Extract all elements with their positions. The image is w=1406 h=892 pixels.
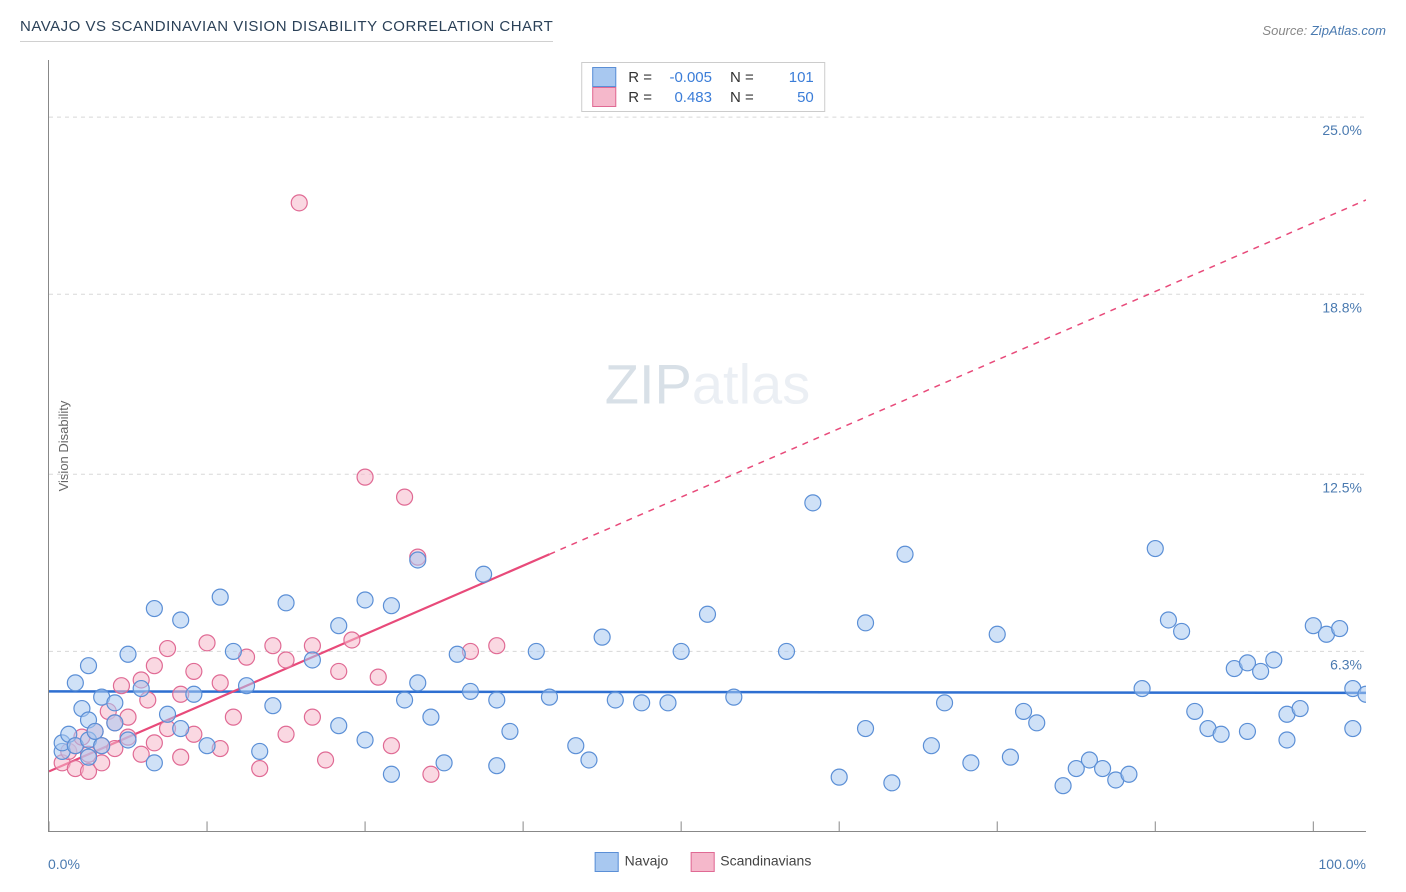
scatter-svg: 6.3% 12.5% 18.8% 25.0%	[49, 60, 1366, 831]
svg-text:12.5%: 12.5%	[1322, 479, 1362, 495]
stats-legend: R =-0.005 N =101 R =0.483 N =50	[581, 62, 825, 112]
chart-title: NAVAJO VS SCANDINAVIAN VISION DISABILITY…	[20, 18, 553, 42]
stats-row-navajo: R =-0.005 N =101	[592, 67, 814, 87]
source-attribution: Source: ZipAtlas.com	[1262, 23, 1386, 38]
x-max-label: 100.0%	[1319, 856, 1366, 872]
legend-item-scandinavians: Scandinavians	[690, 852, 811, 872]
stats-row-scandinavians: R =0.483 N =50	[592, 87, 814, 107]
svg-text:25.0%: 25.0%	[1322, 122, 1362, 138]
bottom-legend: Navajo Scandinavians	[595, 852, 812, 872]
plot-area: 6.3%12.5%18.8%25.0% ZIPatlas	[48, 60, 1366, 832]
svg-text:6.3%: 6.3%	[1330, 656, 1362, 672]
svg-text:18.8%: 18.8%	[1322, 299, 1362, 315]
x-min-label: 0.0%	[48, 856, 80, 872]
legend-item-navajo: Navajo	[595, 852, 669, 872]
